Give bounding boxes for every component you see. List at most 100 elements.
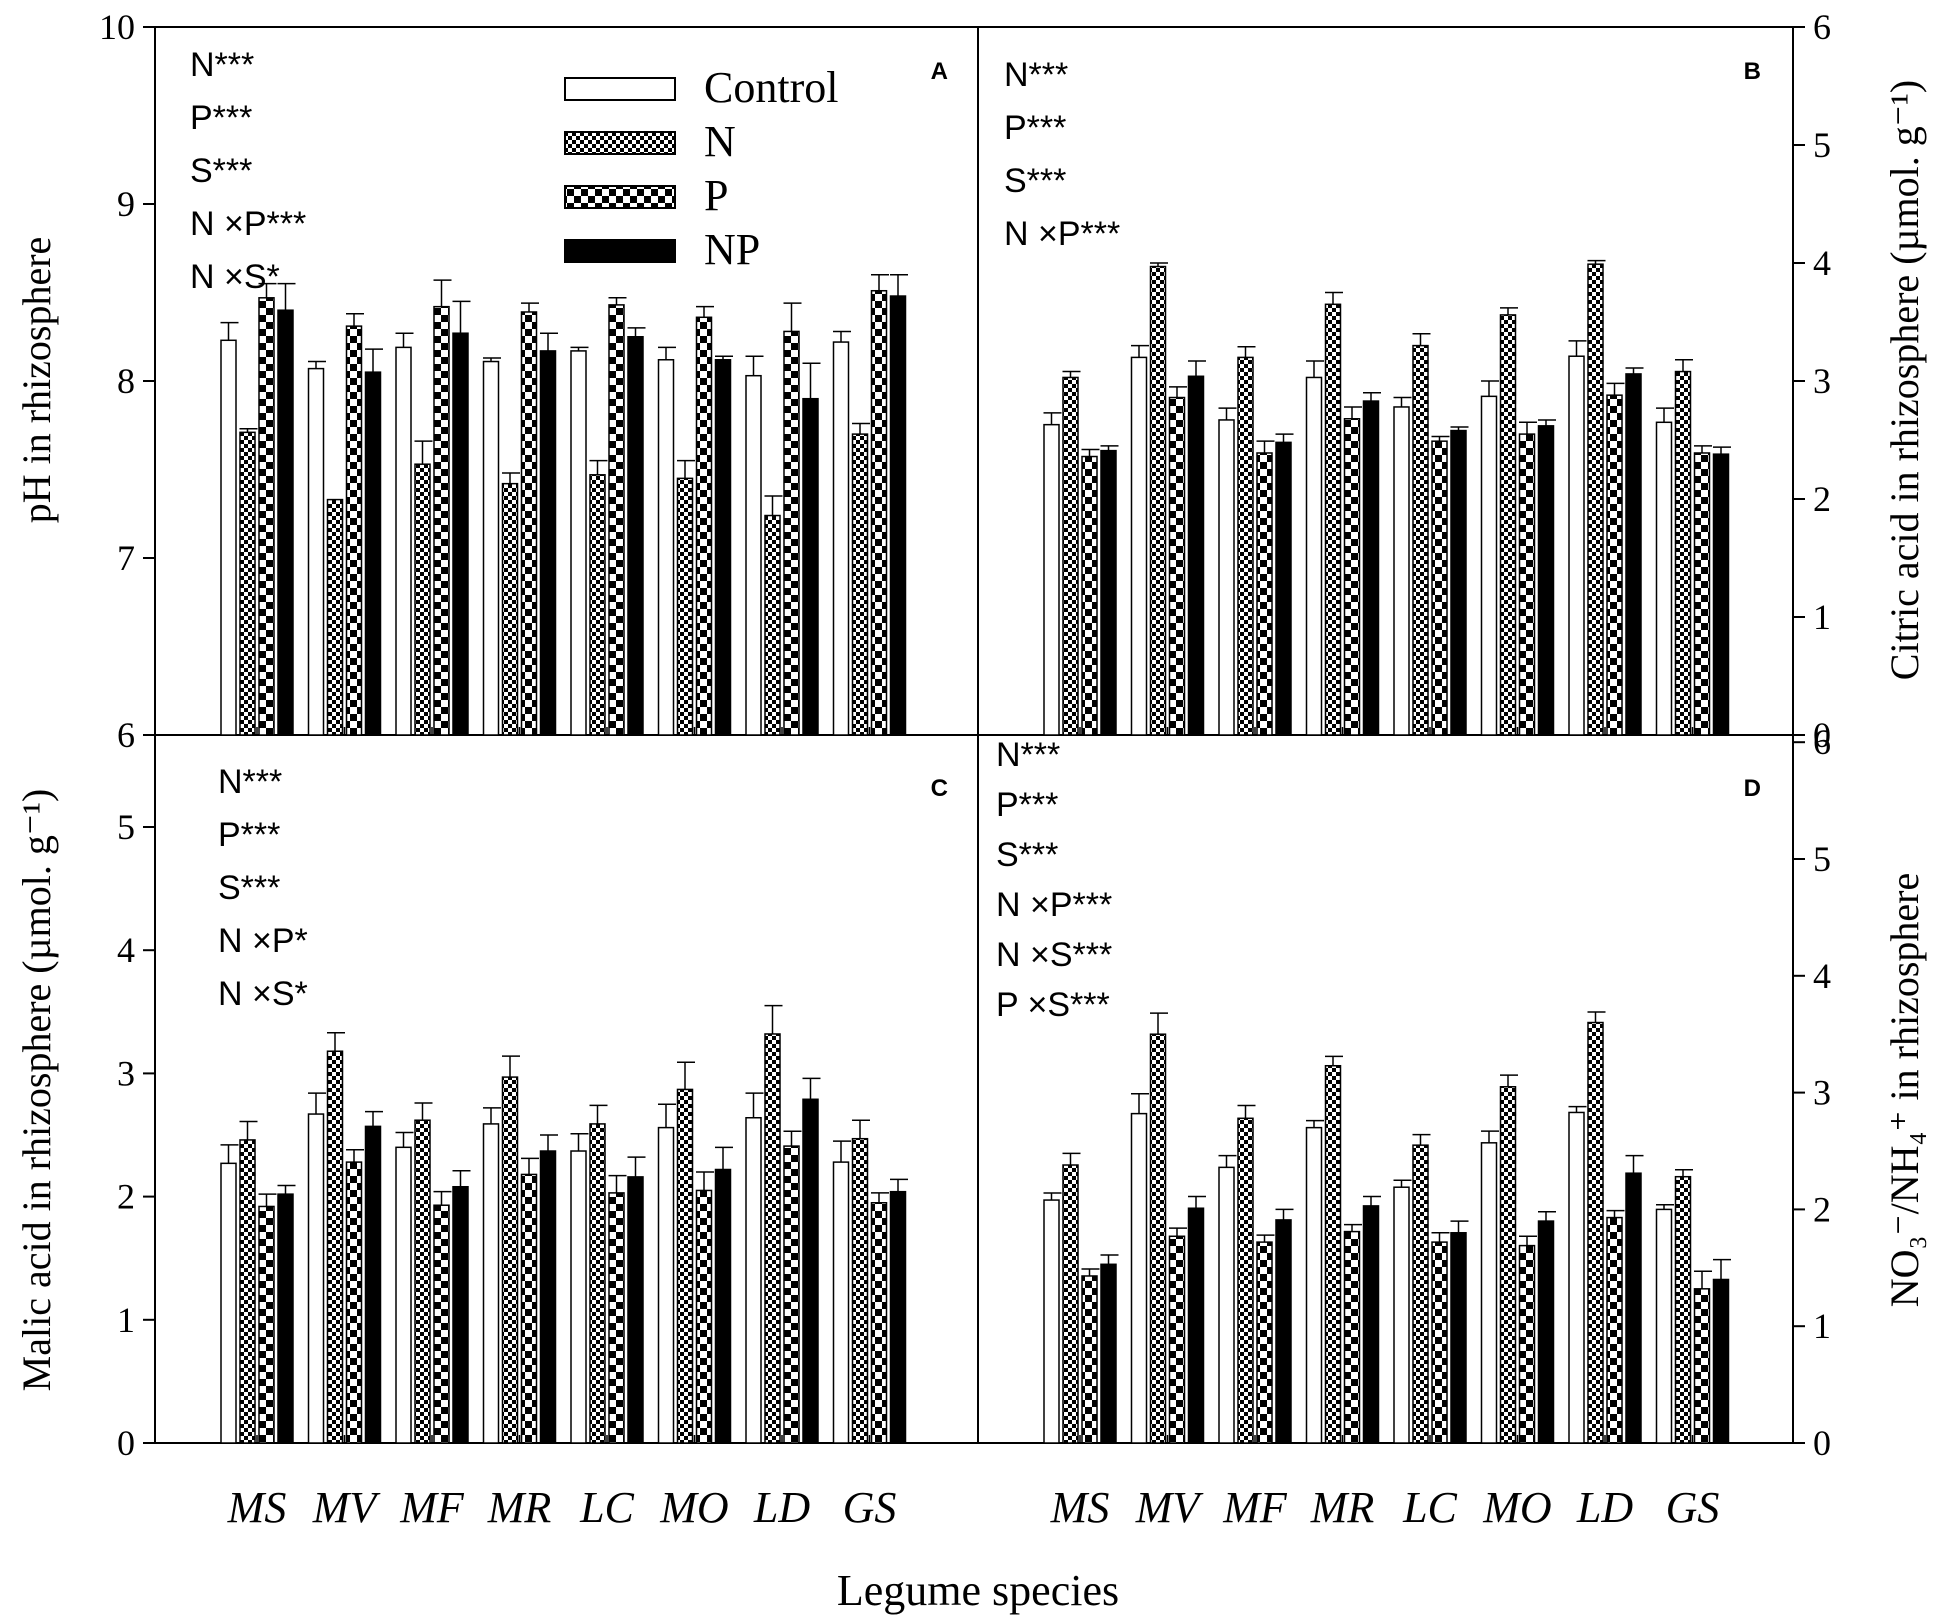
bar-a-p-mv xyxy=(345,325,363,736)
category-label: LC xyxy=(1402,1483,1457,1532)
bar-b-p-mo xyxy=(1518,433,1536,736)
legend: Control NP NP xyxy=(564,63,838,274)
bar-b-np-mr xyxy=(1362,400,1380,736)
y-axis-title-b: Citric acid in rhizosphere (µmol. g⁻¹) xyxy=(1882,80,1927,680)
bar-a-p-ms xyxy=(258,297,275,736)
y-tick-label-b: 2 xyxy=(1813,479,1831,519)
bar-b-control-lc xyxy=(1393,406,1410,736)
bar-c-control-gs xyxy=(832,1161,850,1444)
bar-d-np-mr xyxy=(1362,1205,1380,1444)
bar-d-n-lc xyxy=(1412,1144,1429,1444)
bar-a-n-ms xyxy=(239,431,256,736)
significance-b: N*** xyxy=(1004,56,1068,94)
bar-c-np-mv xyxy=(364,1125,382,1444)
significance-a: N*** xyxy=(190,46,254,84)
y-axis-title-d: NO₃⁻/NH₄⁺ in rhizosphere xyxy=(1882,873,1927,1307)
legend-swatch-control xyxy=(564,77,676,101)
significance-d: P*** xyxy=(996,786,1058,824)
bar-a-control-lc xyxy=(570,350,587,736)
bar-a-np-gs xyxy=(889,295,907,736)
category-label: MR xyxy=(1310,1483,1375,1532)
significance-c: S*** xyxy=(218,869,280,907)
y-tick-label-a: 10 xyxy=(99,7,135,47)
y-tick-label-a: 8 xyxy=(117,361,135,401)
bar-c-p-mf xyxy=(433,1204,450,1444)
bar-c-p-gs xyxy=(870,1202,888,1444)
bar-b-n-mf xyxy=(1237,356,1254,736)
bar-b-p-lc xyxy=(1431,440,1448,736)
legend-label-control: Control xyxy=(704,63,838,112)
significance-a: N ×S* xyxy=(190,258,280,296)
bar-d-n-gs xyxy=(1674,1175,1692,1444)
bar-c-n-mo xyxy=(676,1088,694,1444)
y-tick-label-d: 1 xyxy=(1813,1306,1831,1346)
significance-a: S*** xyxy=(190,152,252,190)
bar-a-np-ld xyxy=(802,397,819,736)
panel-b: 0 1 2 3 4 5 6 N*** P*** S*** N ×P*** B Citric acid i… xyxy=(1004,7,1927,755)
y-tick-label-b: 6 xyxy=(1813,7,1831,47)
bar-d-control-ms xyxy=(1043,1199,1060,1444)
bar-a-control-mr xyxy=(482,360,500,736)
y-tick-label-d: 5 xyxy=(1813,839,1831,879)
category-label: MF xyxy=(1222,1483,1288,1532)
bar-b-n-mv xyxy=(1149,265,1167,736)
significance-a: P*** xyxy=(190,99,252,137)
y-tick-label-d: 4 xyxy=(1813,956,1831,996)
bar-c-n-mv xyxy=(326,1050,344,1444)
y-tick-label-d: 3 xyxy=(1813,1073,1831,1113)
legend-swatch-p xyxy=(564,185,676,209)
significance-d: N*** xyxy=(996,736,1060,774)
bar-b-np-mo xyxy=(1537,425,1555,736)
bar-a-p-mo xyxy=(695,316,713,736)
bar-a-np-ms xyxy=(277,309,294,736)
category-label: MO xyxy=(1482,1483,1551,1532)
bar-d-np-gs xyxy=(1712,1278,1730,1444)
bar-a-n-mv xyxy=(326,498,344,736)
bar-c-np-lc xyxy=(627,1176,644,1444)
y-axis-title-a: pH in rhizosphere xyxy=(14,237,59,524)
panel-d: 0 1 2 3 4 5 6 N*** P*** S*** N ×P*** N ×S*** P ×S***… xyxy=(996,722,1927,1463)
bar-c-np-ld xyxy=(802,1098,819,1444)
bar-c-p-ms xyxy=(258,1205,275,1444)
legend-swatch-n xyxy=(564,131,676,155)
category-label: MS xyxy=(227,1483,287,1532)
bar-d-p-gs xyxy=(1693,1288,1711,1444)
y-tick-label-c: 0 xyxy=(117,1423,135,1463)
bar-a-n-mr xyxy=(501,482,519,736)
category-label: GS xyxy=(843,1483,897,1532)
bar-a-np-mf xyxy=(452,332,469,736)
bar-d-np-lc xyxy=(1450,1232,1467,1444)
significance-d: P ×S*** xyxy=(996,986,1110,1024)
significance-d: S*** xyxy=(996,836,1058,874)
bar-b-n-ld xyxy=(1587,263,1604,736)
bar-d-n-ms xyxy=(1062,1164,1079,1444)
significance-c: N ×S* xyxy=(218,975,308,1013)
significance-c: N*** xyxy=(218,763,282,801)
bar-d-control-mr xyxy=(1305,1126,1323,1444)
x-axis-title: Legume species xyxy=(837,1566,1119,1615)
legend-label-p: P xyxy=(704,171,728,220)
significance-d: N ×S*** xyxy=(996,936,1112,974)
y-tick-label-b: 5 xyxy=(1813,125,1831,165)
bar-d-control-lc xyxy=(1393,1186,1410,1444)
y-tick-label-d: 6 xyxy=(1813,722,1831,762)
bar-c-np-gs xyxy=(889,1190,907,1444)
bar-b-np-gs xyxy=(1712,453,1730,736)
bar-c-control-ms xyxy=(220,1162,237,1444)
bar-d-np-mv xyxy=(1187,1207,1205,1444)
significance-d: N ×P*** xyxy=(996,886,1112,924)
panel-letter: B xyxy=(1744,58,1761,85)
bar-d-p-mo xyxy=(1518,1244,1536,1444)
bar-d-control-gs xyxy=(1655,1208,1673,1444)
bar-c-control-mo xyxy=(657,1126,675,1444)
bar-d-p-mf xyxy=(1256,1241,1273,1444)
bar-b-control-mo xyxy=(1480,395,1498,736)
y-tick-label-d: 2 xyxy=(1813,1189,1831,1229)
bar-c-p-lc xyxy=(608,1192,625,1444)
bar-a-n-mo xyxy=(676,477,694,736)
bar-c-n-mf xyxy=(414,1119,431,1444)
y-tick-label-c: 1 xyxy=(117,1300,135,1340)
bar-a-control-mo xyxy=(657,359,675,736)
bar-b-np-lc xyxy=(1450,429,1467,736)
